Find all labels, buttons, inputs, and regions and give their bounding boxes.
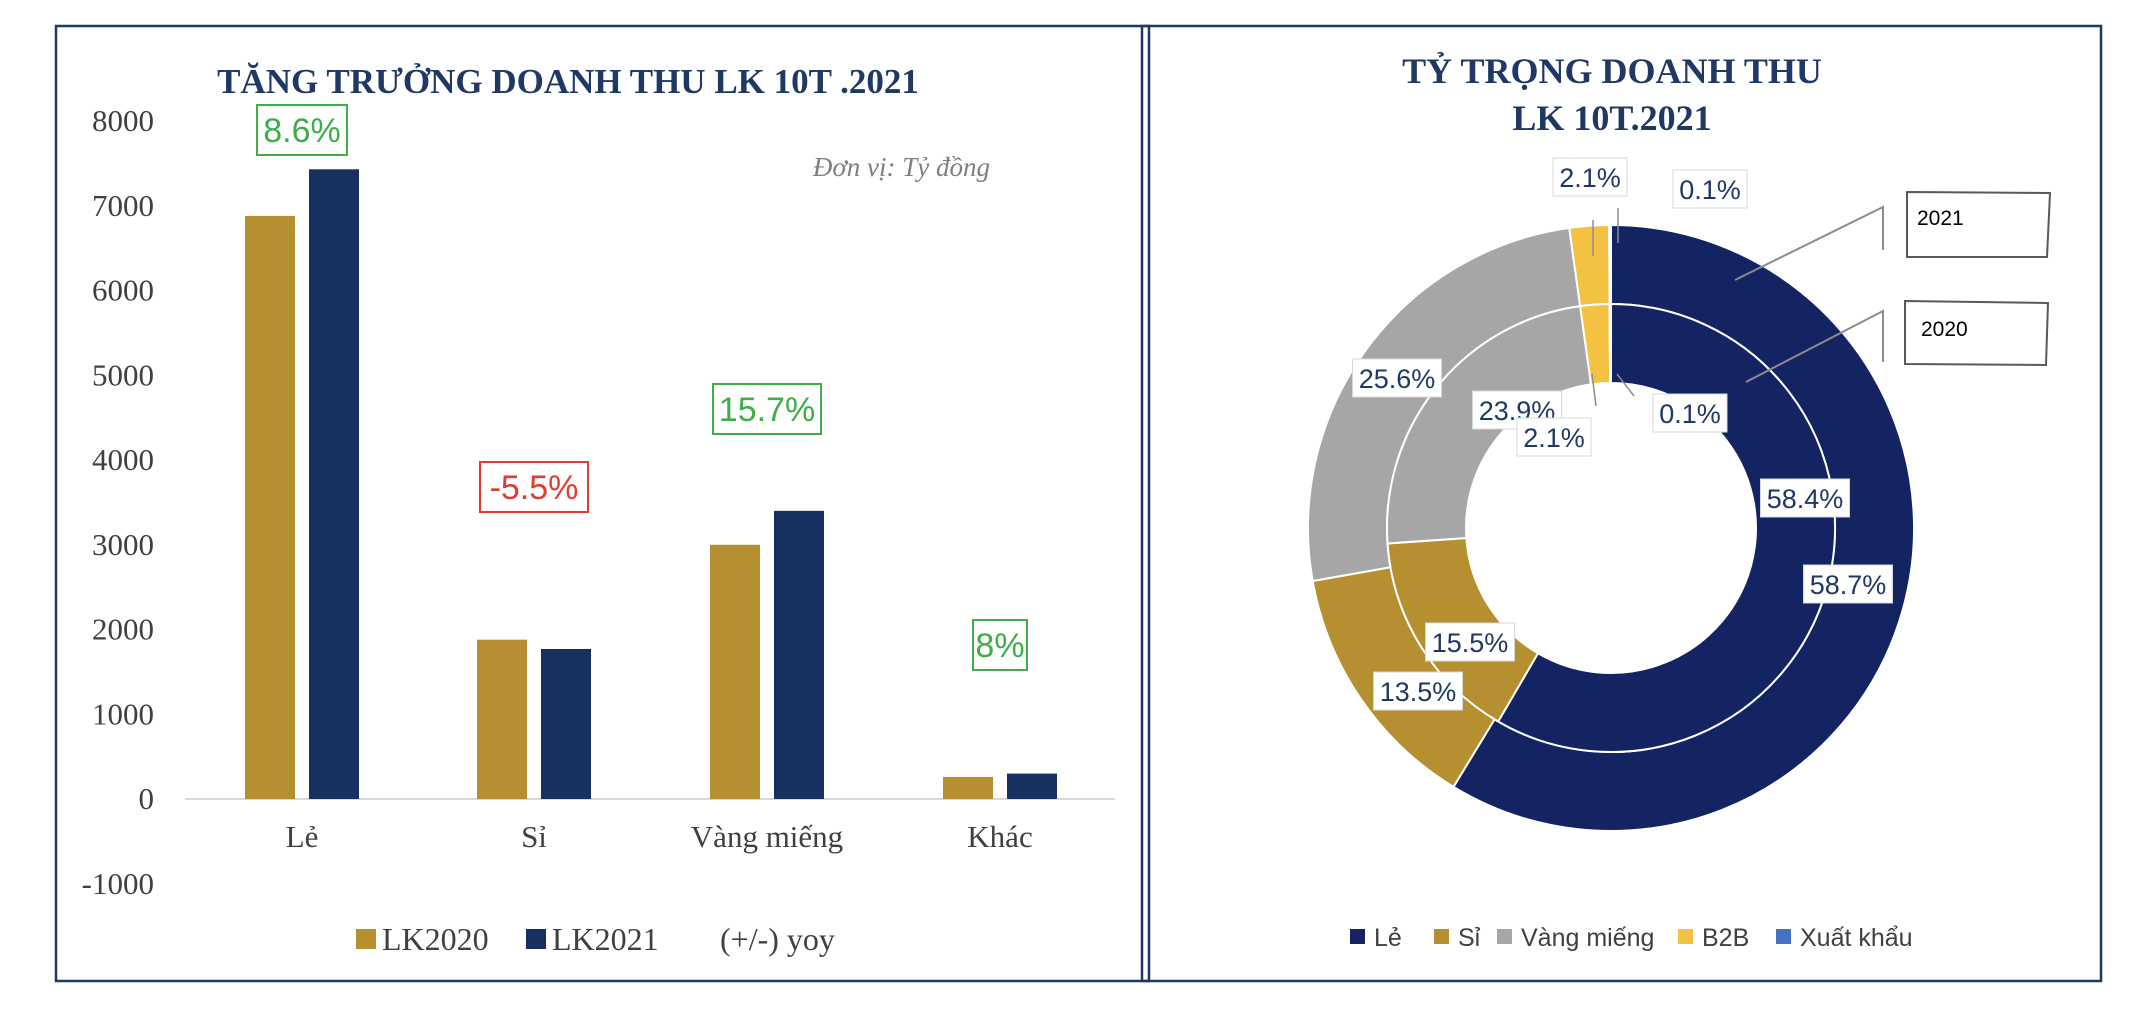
label-2020-si: 15.5% bbox=[1432, 628, 1509, 658]
leader-b2b-2020 bbox=[1591, 373, 1597, 407]
donut-legend-swatch-xuat_khau bbox=[1776, 929, 1791, 944]
legend-lk2020-swatch bbox=[356, 929, 376, 949]
bar-lk2020-0 bbox=[245, 215, 295, 800]
y-tick-label: 0 bbox=[139, 781, 155, 816]
yoy-label-1: -5.5% bbox=[490, 469, 579, 507]
bar-lk2021-2 bbox=[774, 510, 824, 799]
donut-legend-swatch-b2b bbox=[1678, 929, 1693, 944]
donut-legend-label-xuat_khau: Xuất khẩu bbox=[1800, 924, 1913, 952]
yoy-label-0: 8.6% bbox=[263, 112, 341, 150]
donut-panel-frame bbox=[1140, 24, 2103, 983]
bar-lk2020-2 bbox=[710, 544, 760, 799]
label-2021-b2b-box bbox=[1552, 157, 1628, 197]
donut-legend-swatch-le bbox=[1350, 929, 1365, 944]
yoy-box-1 bbox=[479, 461, 589, 513]
slice-2021-xuat_khau bbox=[1608, 223, 1612, 306]
callout-box-2020 bbox=[1904, 299, 2050, 367]
bar-lk2021-3 bbox=[1007, 773, 1057, 799]
slice-2020-xuat_khau bbox=[1608, 302, 1612, 385]
y-tick-label: 7000 bbox=[92, 188, 154, 223]
yoy-label-3: 8% bbox=[975, 627, 1024, 665]
label-2020-le-box bbox=[1760, 478, 1850, 518]
yoy-box-3 bbox=[972, 619, 1028, 671]
leader-xk-2020 bbox=[1616, 373, 1635, 397]
label-2021-si-box bbox=[1373, 671, 1463, 711]
label-2020-xuat_khau-box bbox=[1652, 393, 1728, 433]
y-tick-label: 3000 bbox=[92, 527, 154, 562]
x-category-label: Khác bbox=[967, 819, 1032, 854]
bar-lk2020-3 bbox=[943, 776, 993, 799]
yoy-box-2 bbox=[712, 383, 822, 435]
y-tick-label: 5000 bbox=[92, 357, 154, 392]
callout-label-2020: 2020 bbox=[1921, 318, 1968, 341]
x-category-label: Lẻ bbox=[286, 819, 319, 854]
unit-note: Đơn vị: Tỷ đồng bbox=[812, 152, 990, 182]
callout-line-2020 bbox=[1745, 309, 1884, 383]
donut-title-line2: LK 10T.2021 bbox=[1512, 98, 1711, 138]
donut-legend-label-b2b: B2B bbox=[1702, 924, 1749, 952]
bar-lk2021-1 bbox=[541, 648, 591, 799]
label-2021-vang: 25.6% bbox=[1359, 364, 1436, 394]
donut-legend-label-le: Lẻ bbox=[1374, 924, 1402, 952]
donut-title-line1: TỶ TRỌNG DOANH THU bbox=[1402, 51, 1822, 91]
label-2021-xuat_khau: 0.1% bbox=[1679, 175, 1741, 205]
label-2021-xuat_khau-box bbox=[1672, 169, 1748, 209]
bar-panel-frame bbox=[54, 24, 1151, 983]
bar-lk2021-0 bbox=[309, 169, 359, 799]
legend-yoy-label: (+/-) yoy bbox=[720, 921, 835, 957]
y-tick-label: 4000 bbox=[92, 442, 154, 477]
label-2021-vang-box bbox=[1352, 358, 1442, 398]
y-tick-label: 1000 bbox=[92, 696, 154, 731]
slice-2020-le bbox=[1496, 302, 1836, 753]
callout-box-2021 bbox=[1906, 190, 2052, 258]
label-2020-le: 58.4% bbox=[1767, 484, 1844, 514]
legend-lk2020-label: LK2020 bbox=[382, 921, 489, 957]
donut-legend-swatch-si bbox=[1434, 929, 1449, 944]
y-tick-label: 6000 bbox=[92, 273, 154, 308]
label-2020-xuat_khau: 0.1% bbox=[1659, 399, 1721, 429]
label-2021-le-box bbox=[1803, 564, 1893, 604]
x-category-label: Vàng miếng bbox=[691, 819, 843, 854]
donut-legend-swatch-vang bbox=[1497, 929, 1512, 944]
y-tick-label: -1000 bbox=[82, 866, 154, 901]
y-tick-label: 8000 bbox=[92, 103, 154, 138]
label-2020-b2b-box bbox=[1516, 417, 1592, 457]
yoy-box-0 bbox=[256, 104, 348, 156]
donut-legend-label-vang: Vàng miếng bbox=[1521, 924, 1654, 952]
y-tick-label: 2000 bbox=[92, 612, 154, 647]
legend-lk2021-swatch bbox=[526, 929, 546, 949]
label-2021-si: 13.5% bbox=[1380, 677, 1457, 707]
donut-legend-label-si: Sỉ bbox=[1458, 924, 1481, 952]
label-2021-le: 58.7% bbox=[1810, 570, 1887, 600]
legend-lk2021-label: LK2021 bbox=[552, 921, 659, 957]
x-category-label: Sỉ bbox=[521, 819, 547, 854]
bar-chart-title: TĂNG TRƯỞNG DOANH THU LK 10T .2021 bbox=[217, 61, 919, 101]
label-2021-b2b: 2.1% bbox=[1559, 163, 1621, 193]
label-2020-b2b: 2.1% bbox=[1523, 423, 1585, 453]
callout-label-2021: 2021 bbox=[1917, 207, 1964, 230]
bar-lk2020-1 bbox=[477, 639, 527, 799]
yoy-label-2: 15.7% bbox=[719, 391, 815, 429]
callout-line-2021 bbox=[1734, 205, 1884, 281]
label-2020-si-box bbox=[1425, 622, 1515, 662]
